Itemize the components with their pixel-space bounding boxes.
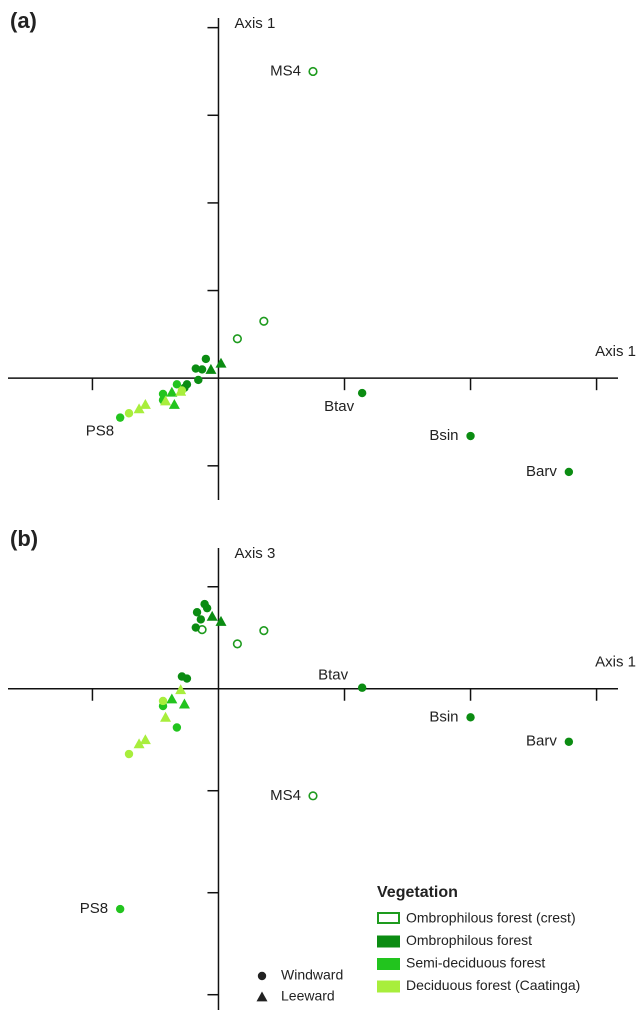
circle-marker bbox=[196, 615, 206, 624]
triangle-marker bbox=[160, 395, 172, 406]
point-label: MS4 bbox=[270, 62, 301, 79]
circle-marker bbox=[172, 723, 182, 732]
legend-label: Ombrophilous forest (crest) bbox=[406, 910, 576, 926]
triangle-marker bbox=[206, 610, 218, 621]
circle-marker bbox=[197, 365, 207, 374]
circle-marker bbox=[124, 749, 134, 759]
legend-title: Vegetation bbox=[377, 884, 458, 901]
circle-marker bbox=[124, 409, 134, 418]
panel-label: (a) bbox=[10, 8, 37, 33]
circle-marker bbox=[194, 375, 203, 385]
circle-marker bbox=[182, 674, 192, 683]
circle-marker bbox=[202, 603, 212, 613]
circle-marker bbox=[191, 623, 200, 632]
triangle-marker bbox=[215, 615, 227, 626]
panel-label: (b) bbox=[10, 526, 38, 551]
point-label: Bsin bbox=[429, 427, 458, 444]
triangle-marker bbox=[133, 403, 145, 414]
triangle-marker bbox=[175, 684, 187, 695]
circle-marker bbox=[357, 388, 367, 398]
circle-marker bbox=[191, 364, 200, 373]
triangle-marker bbox=[178, 698, 190, 709]
circle-marker bbox=[192, 608, 202, 617]
point-label: Barv bbox=[526, 733, 557, 750]
circle-marker bbox=[357, 683, 367, 692]
point-label: Barv bbox=[526, 463, 557, 480]
circle-marker bbox=[115, 904, 125, 914]
circle-marker bbox=[259, 626, 269, 636]
legend-label: Ombrophilous forest bbox=[406, 932, 532, 948]
legend-label: Deciduous forest (Caatinga) bbox=[406, 977, 580, 993]
point-label: MS4 bbox=[270, 787, 301, 804]
legend-swatch bbox=[377, 958, 400, 970]
circle-marker bbox=[201, 354, 211, 364]
x-axis-label: Axis 1 bbox=[595, 654, 636, 671]
circle-marker bbox=[564, 737, 574, 746]
circle-marker bbox=[308, 66, 318, 77]
legend-label: Leeward bbox=[281, 988, 335, 1004]
triangle-marker bbox=[139, 734, 151, 745]
triangle-marker bbox=[133, 738, 145, 749]
triangle-marker bbox=[139, 398, 151, 409]
circle-marker bbox=[115, 413, 125, 422]
circle-marker bbox=[232, 639, 242, 649]
triangle-marker bbox=[166, 693, 178, 704]
legend-swatch bbox=[377, 980, 400, 993]
triangle-marker bbox=[160, 711, 172, 722]
triangle-marker bbox=[168, 398, 180, 409]
legend-label: Semi-deciduous forest bbox=[406, 955, 545, 971]
legend-swatch bbox=[377, 912, 400, 924]
circle-marker bbox=[259, 316, 269, 326]
point-label: Btav bbox=[318, 667, 349, 684]
circle-marker bbox=[158, 696, 168, 706]
legend-swatch bbox=[377, 935, 400, 948]
legend-marker bbox=[256, 991, 268, 1002]
circle-marker bbox=[564, 467, 574, 477]
legend-label: Windward bbox=[281, 967, 343, 983]
triangle-marker bbox=[205, 363, 217, 374]
y-axis-label: Axis 3 bbox=[234, 545, 275, 562]
triangle-marker bbox=[175, 385, 187, 396]
point-label: Btav bbox=[324, 398, 355, 415]
circle-marker bbox=[466, 713, 475, 722]
point-label: PS8 bbox=[80, 900, 108, 917]
circle-marker bbox=[158, 389, 168, 399]
legend-marker bbox=[257, 971, 267, 981]
circle-marker bbox=[172, 380, 182, 389]
triangle-marker bbox=[166, 386, 178, 397]
triangle-marker bbox=[215, 357, 227, 368]
y-axis-label: Axis 1 bbox=[234, 15, 275, 32]
circle-marker bbox=[308, 791, 318, 801]
point-label: Bsin bbox=[429, 708, 458, 725]
x-axis-label: Axis 1 bbox=[595, 343, 636, 360]
point-label: PS8 bbox=[86, 423, 114, 440]
circle-marker bbox=[232, 334, 242, 344]
circle-marker bbox=[466, 431, 475, 441]
